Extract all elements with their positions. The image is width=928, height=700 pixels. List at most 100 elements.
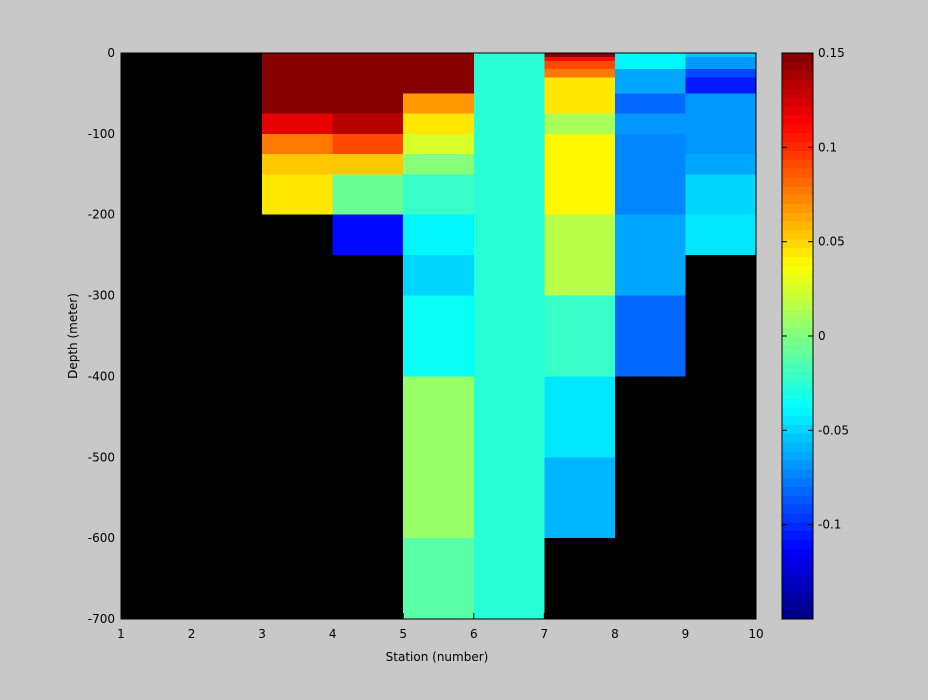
colorbar-swatch [782, 106, 813, 116]
heatmap-cell [473, 53, 545, 619]
axes-frame [120, 52, 757, 620]
colorbar-swatch [782, 592, 813, 602]
heatmap-cell [544, 57, 615, 62]
heatmap-cell [544, 133, 615, 215]
colorbar-tick-label: 0 [818, 329, 826, 343]
colorbar-swatch [782, 300, 813, 311]
colorbar-swatch [782, 380, 813, 390]
colorbar-swatch [782, 265, 813, 275]
colorbar-swatch [782, 512, 813, 523]
heatmap-cell [614, 53, 686, 70]
colorbar-swatch [782, 70, 813, 81]
colorbar-tick-label: -0.05 [818, 423, 849, 437]
x-tick-label: 6 [470, 627, 478, 641]
colorbar-swatch [782, 123, 813, 134]
colorbar-swatch [782, 53, 813, 63]
heatmap-cell [262, 174, 333, 215]
heatmap-cell [544, 77, 615, 114]
heatmap-cell [332, 174, 404, 215]
colorbar-swatch [782, 539, 813, 549]
heatmap-cell [614, 113, 686, 134]
heatmap-cell [544, 376, 615, 458]
colorbar-swatch [782, 282, 813, 293]
heatmap-cell [332, 133, 404, 155]
heatmap-cell [614, 69, 686, 94]
colorbar-swatch [782, 141, 813, 151]
colorbar-swatch [782, 557, 813, 567]
colorbar-swatch [782, 450, 813, 461]
heatmap-cell [332, 113, 404, 134]
heatmap-cell [685, 77, 756, 94]
heatmap-cell [685, 214, 756, 256]
y-tick-label: -600 [88, 531, 115, 545]
colorbar-swatch [782, 565, 813, 576]
heatmap-cell [262, 133, 333, 155]
colorbar-swatch [782, 362, 813, 372]
x-tick-label: 7 [541, 627, 549, 641]
colorbar-swatch [782, 415, 813, 426]
heatmap-cell [685, 53, 756, 58]
colorbar-swatch [782, 601, 813, 611]
colorbar-swatch [782, 344, 813, 355]
heatmap-cell [403, 255, 474, 296]
heatmap-cell [544, 457, 615, 539]
heatmap-cell [614, 214, 686, 296]
x-tick-label: 5 [399, 627, 407, 641]
heatmap-cell [544, 113, 615, 134]
colorbar-swatch [782, 88, 813, 98]
heatmap-cell [544, 61, 615, 70]
colorbar-swatch [782, 114, 813, 125]
heatmap-cell [403, 295, 474, 377]
colorbar-swatch [782, 203, 813, 213]
colorbar-swatch [782, 176, 813, 187]
heatmap-cell [403, 133, 474, 155]
heatmap-cell [544, 69, 615, 78]
y-tick-label: -500 [88, 450, 115, 464]
colorbar-swatch [782, 468, 813, 479]
heatmap-cell [403, 376, 474, 539]
colorbar-swatch [782, 353, 813, 364]
colorbar-swatch [782, 486, 813, 496]
heatmap-cell [332, 53, 404, 114]
colorbar-swatch [782, 274, 813, 284]
colorbar-swatch [782, 221, 813, 231]
x-tick-label: 9 [682, 627, 690, 641]
heatmap-cell [403, 113, 474, 134]
heatmap-cell [262, 53, 333, 114]
colorbar-tick-label: 0.05 [818, 235, 845, 249]
colorbar-swatch [782, 238, 813, 249]
x-tick-label: 1 [117, 627, 125, 641]
heatmap-cell [685, 174, 756, 215]
colorbar-swatch [782, 397, 813, 408]
colorbar-swatch [782, 327, 813, 337]
colorbar-swatch [782, 318, 813, 328]
colorbar-swatch [782, 610, 813, 620]
colorbar-swatch [782, 548, 813, 558]
heatmap-cell [403, 174, 474, 215]
y-tick-label: -700 [88, 612, 115, 626]
colorbar-swatch [782, 406, 813, 417]
x-tick-label: 2 [188, 627, 196, 641]
colorbar-swatch [782, 167, 813, 178]
colorbar-swatch [782, 433, 813, 443]
heatmap-cell [403, 93, 474, 114]
colorbar-swatch [782, 194, 813, 204]
colorbar-swatch [782, 477, 813, 487]
colorbar-swatch [782, 495, 813, 505]
colorbar-swatch [782, 583, 813, 594]
colorbar-swatch [782, 150, 813, 160]
heatmap-cell [332, 214, 404, 256]
colorbar-tick-label: 0.1 [818, 140, 837, 154]
y-tick-label: 0 [107, 46, 115, 60]
heatmap-cell [262, 113, 333, 134]
heatmap-cell [262, 154, 333, 175]
x-tick-label: 10 [748, 627, 763, 641]
heatmap-cell [685, 57, 756, 70]
y-axis-label: Depth (meter) [66, 293, 80, 379]
colorbar: 0.15 0.1 0.05 0 -0.05 -0.1 [781, 46, 849, 620]
y-tick-label: -100 [88, 127, 115, 141]
y-tick-label: -400 [88, 369, 115, 383]
colorbar-swatch [782, 256, 813, 266]
heatmap-cell [403, 53, 474, 94]
